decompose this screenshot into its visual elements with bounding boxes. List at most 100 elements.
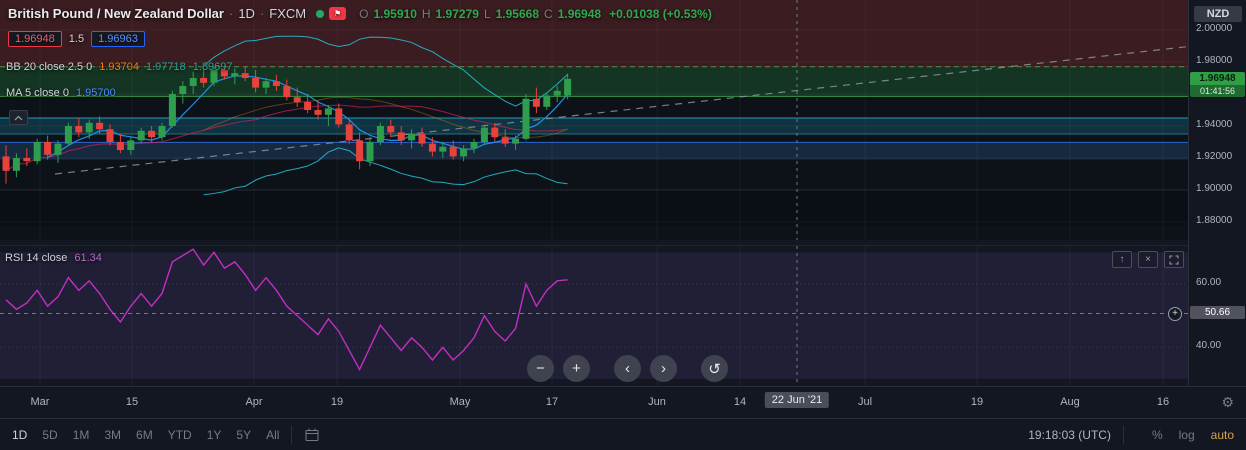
- time-label: 19: [970, 396, 984, 408]
- bb-lower-line: [203, 147, 568, 196]
- auto-scale-button[interactable]: auto: [1210, 427, 1234, 442]
- bb-basis-line: [203, 96, 568, 139]
- time-label: 14: [733, 396, 747, 408]
- bb-upper-value: 1.97718: [146, 61, 186, 73]
- rsi-indicator-label[interactable]: RSI 14 close: [5, 252, 68, 264]
- chart-navigation: − + ‹ › ↺: [527, 355, 728, 382]
- time-label: 17: [545, 396, 559, 408]
- range-6m[interactable]: 6M: [136, 427, 153, 442]
- bb-legend: BB 20 close 2.5 0 1.93704 1.97718 1.8969…: [6, 61, 233, 73]
- time-label: 15: [125, 396, 139, 408]
- slow-ma-line: [5, 104, 568, 172]
- bottom-toolbar: 1D 5D 1M 3M 6M YTD 1Y 5Y All 19:18:03 (UTC) % lo…: [0, 418, 1246, 450]
- separator-dot: ·: [259, 6, 265, 21]
- pane-close-button[interactable]: ×: [1138, 251, 1158, 268]
- symbol-header: British Pound / New Zealand Dollar · 1D …: [8, 6, 712, 21]
- bb-basis-value: 1.93704: [99, 61, 139, 73]
- sell-price-button[interactable]: 1.96948: [8, 31, 62, 47]
- time-label: May: [449, 396, 471, 408]
- main-price-pane[interactable]: [0, 0, 1188, 240]
- toolbar-divider: [1122, 425, 1124, 444]
- range-5y[interactable]: 5Y: [236, 427, 252, 442]
- rsi-tick: 60.00: [1196, 277, 1222, 288]
- time-label: Jun: [648, 396, 666, 408]
- price-axis[interactable]: NZD 2.00000 1.98000 1.94000 1.92000 1.90000 1…: [1188, 0, 1246, 386]
- range-ytd[interactable]: YTD: [167, 427, 192, 442]
- range-1d[interactable]: 1D: [12, 427, 28, 442]
- change-value: +0.01038 (+0.53%): [609, 6, 712, 21]
- ma-indicator-label[interactable]: MA 5 close 0: [6, 87, 69, 99]
- rsi-value: 61.34: [74, 252, 102, 264]
- high-label: H: [421, 6, 431, 21]
- flag-icon[interactable]: ⚑: [329, 7, 347, 20]
- zoom-in-button[interactable]: +: [563, 355, 590, 382]
- maximize-icon: [1169, 255, 1179, 264]
- interval-label[interactable]: 1D: [238, 6, 255, 21]
- market-open-icon[interactable]: [316, 9, 325, 18]
- toolbar-right: 19:18:03 (UTC) % log auto: [1028, 425, 1234, 444]
- low-label: L: [483, 6, 491, 21]
- range-3m[interactable]: 3M: [104, 427, 122, 442]
- pane-move-up-button[interactable]: ↑: [1112, 251, 1132, 268]
- go-to-date-icon[interactable]: [304, 427, 320, 443]
- log-scale-button[interactable]: log: [1178, 427, 1195, 442]
- scroll-right-button[interactable]: ›: [650, 355, 677, 382]
- crosshair-plus-icon[interactable]: +: [1168, 306, 1182, 321]
- time-label: 16: [1156, 396, 1170, 408]
- legend-collapse-button[interactable]: [9, 110, 28, 125]
- ma-legend: MA 5 close 0 1.95700: [6, 87, 116, 99]
- buy-price-button[interactable]: 1.96963: [91, 31, 145, 47]
- time-label: 19: [330, 396, 344, 408]
- pane-maximize-button[interactable]: [1164, 251, 1184, 268]
- bb-indicator-label[interactable]: BB 20 close 2.5 0: [6, 61, 93, 73]
- range-all[interactable]: All: [266, 427, 280, 442]
- rsi-pane[interactable]: [0, 246, 1188, 386]
- crosshair-date-tag: 22 Jun '21: [764, 392, 830, 408]
- time-label: Apr: [245, 396, 263, 408]
- last-price-tag: 1.96948 01:41:56: [1190, 71, 1245, 97]
- rsi-legend: RSI 14 close 61.34: [5, 252, 102, 264]
- range-selector: 1D 5D 1M 3M 6M YTD 1Y 5Y All: [12, 428, 279, 442]
- pane-separator[interactable]: [0, 240, 1188, 246]
- zoom-out-button[interactable]: −: [527, 355, 554, 382]
- price-tick: 1.90000: [1196, 183, 1233, 194]
- rsi-line: [5, 248, 568, 372]
- time-label: Mar: [30, 396, 50, 408]
- rsi-crosshair-tag: 50.66: [1190, 305, 1245, 319]
- range-1m[interactable]: 1M: [72, 427, 90, 442]
- open-label: O: [359, 6, 369, 21]
- scroll-left-button[interactable]: ‹: [614, 355, 641, 382]
- calendar-icon: [305, 428, 319, 441]
- last-price-value: 1.96948: [1190, 71, 1245, 85]
- time-label: Jul: [857, 396, 873, 408]
- position-quantity[interactable]: 1.5: [68, 33, 85, 45]
- price-tick: 1.94000: [1196, 119, 1233, 130]
- range-5d[interactable]: 5D: [42, 427, 58, 442]
- symbol-title[interactable]: British Pound / New Zealand Dollar: [8, 6, 224, 21]
- open-value: 1.95910: [373, 6, 417, 21]
- bb-lower-value: 1.89697: [192, 61, 233, 73]
- toolbar-divider: [291, 425, 293, 444]
- range-1y[interactable]: 1Y: [206, 427, 222, 442]
- reset-chart-button[interactable]: ↺: [701, 355, 728, 382]
- rsi-tick: 40.00: [1196, 340, 1222, 352]
- time-axis[interactable]: Mar 15 Apr 19 May 17 Jun 14 22 Jun '21 Jul 19 Aug 16…: [0, 386, 1246, 418]
- currency-label[interactable]: NZD: [1194, 6, 1242, 22]
- low-value: 1.95668: [495, 6, 540, 21]
- candles-layer: [2, 65, 572, 184]
- clock[interactable]: 19:18:03 (UTC): [1028, 427, 1111, 442]
- ohlc-readout: O 1.95910 H 1.97279 L 1.95668 C 1.96948: [359, 7, 601, 21]
- close-value: 1.96948: [557, 6, 602, 21]
- ma-value: 1.95700: [75, 87, 116, 99]
- price-tick: 1.92000: [1196, 151, 1233, 162]
- settings-gear-icon[interactable]: ⚙: [1221, 394, 1234, 410]
- rsi-pane-controls: ↑ ×: [1112, 251, 1184, 268]
- chevron-up-icon: [14, 115, 23, 120]
- time-label: Aug: [1060, 396, 1080, 408]
- percent-scale-button[interactable]: %: [1151, 427, 1163, 442]
- bar-countdown: 01:41:56: [1190, 84, 1245, 97]
- high-value: 1.97279: [435, 6, 479, 21]
- price-tick: 2.00000: [1196, 23, 1233, 34]
- grid-layer: [0, 0, 1188, 240]
